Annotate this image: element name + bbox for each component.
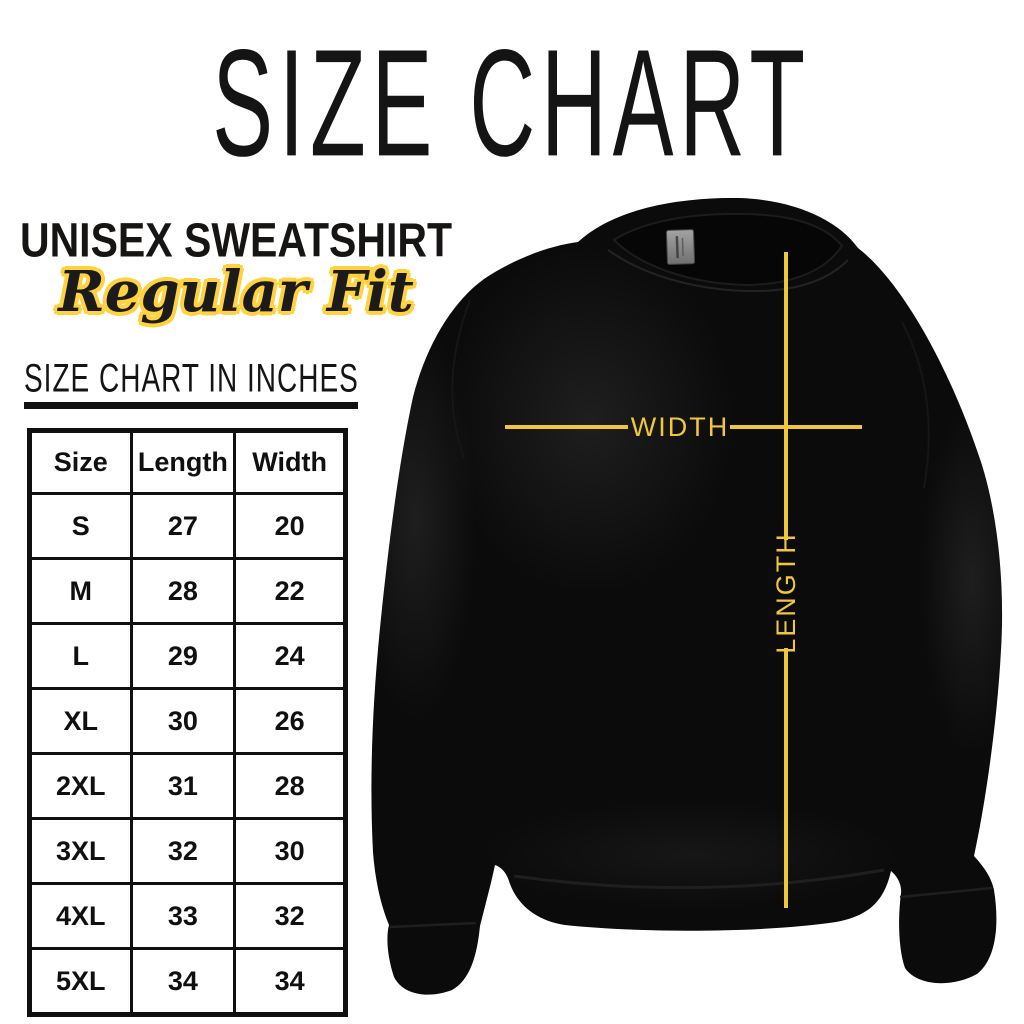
width-cell: 24 [233, 622, 347, 690]
table-row: M 28 22 [28, 557, 347, 625]
table-row: XL 30 26 [28, 687, 347, 755]
length-cell: 28 [129, 557, 237, 625]
fabric-sheen [445, 245, 735, 595]
size-chart-heading: SIZE CHART IN INCHES [24, 356, 358, 409]
table-row: 5XL 34 34 [28, 947, 347, 1016]
length-cell: 34 [129, 947, 237, 1016]
size-chart-heading-text: SIZE CHART IN INCHES [24, 356, 359, 401]
product-fit-text: Regular Fit [58, 259, 414, 325]
hem-seam [513, 868, 885, 890]
fabric-sheen [480, 800, 900, 910]
width-cell: 28 [233, 752, 347, 820]
page-title: SIZE CHART [0, 16, 1024, 188]
size-cell: M [28, 557, 133, 625]
size-cell: S [28, 492, 133, 560]
product-name: UNISEX SWEATSHIRT [2, 213, 470, 267]
length-measure-label: LENGTH [770, 532, 801, 654]
length-cell: 29 [129, 622, 237, 690]
table-row: L 29 24 [28, 622, 347, 690]
width-cell: 32 [233, 882, 347, 950]
column-header-size: Size [28, 429, 133, 495]
page-title-text: SIZE CHART [212, 17, 812, 188]
size-cell: XL [28, 687, 133, 755]
left-cuff-seam [389, 921, 477, 929]
table-row: S 27 20 [28, 492, 347, 560]
right-cuff-seam [899, 886, 993, 899]
product-fit: Regular Fit [2, 259, 470, 325]
length-cell: 27 [129, 492, 237, 560]
length-cell: 31 [129, 752, 237, 820]
left-armhole-seam [451, 299, 471, 459]
width-cell: 20 [233, 492, 347, 560]
length-cell: 30 [129, 687, 237, 755]
width-cell: 34 [233, 947, 347, 1016]
size-cell: 2XL [28, 752, 133, 820]
table-row: 4XL 33 32 [28, 882, 347, 950]
brand-tag-icon [665, 229, 696, 265]
size-table: Size Length Width S 27 20 M 28 22 L 29 2… [27, 428, 348, 1017]
length-cell: 32 [129, 817, 237, 885]
fabric-sheen [920, 405, 1024, 755]
width-measure-label: WIDTH [630, 412, 730, 442]
table-row: 3XL 32 30 [28, 817, 347, 885]
column-header-width: Width [233, 429, 347, 495]
length-cell: 33 [129, 882, 237, 950]
product-name-text: UNISEX SWEATSHIRT [19, 213, 453, 268]
width-cell: 26 [233, 687, 347, 755]
right-armhole-seam [901, 321, 930, 489]
size-cell: 5XL [28, 947, 133, 1016]
width-cell: 30 [233, 817, 347, 885]
size-cell: 3XL [28, 817, 133, 885]
column-header-length: Length [129, 429, 237, 495]
size-cell: 4XL [28, 882, 133, 950]
table-row: 2XL 31 28 [28, 752, 347, 820]
table-header-row: Size Length Width [28, 429, 347, 495]
collar-seam [607, 249, 849, 293]
size-cell: L [28, 622, 133, 690]
width-cell: 22 [233, 557, 347, 625]
